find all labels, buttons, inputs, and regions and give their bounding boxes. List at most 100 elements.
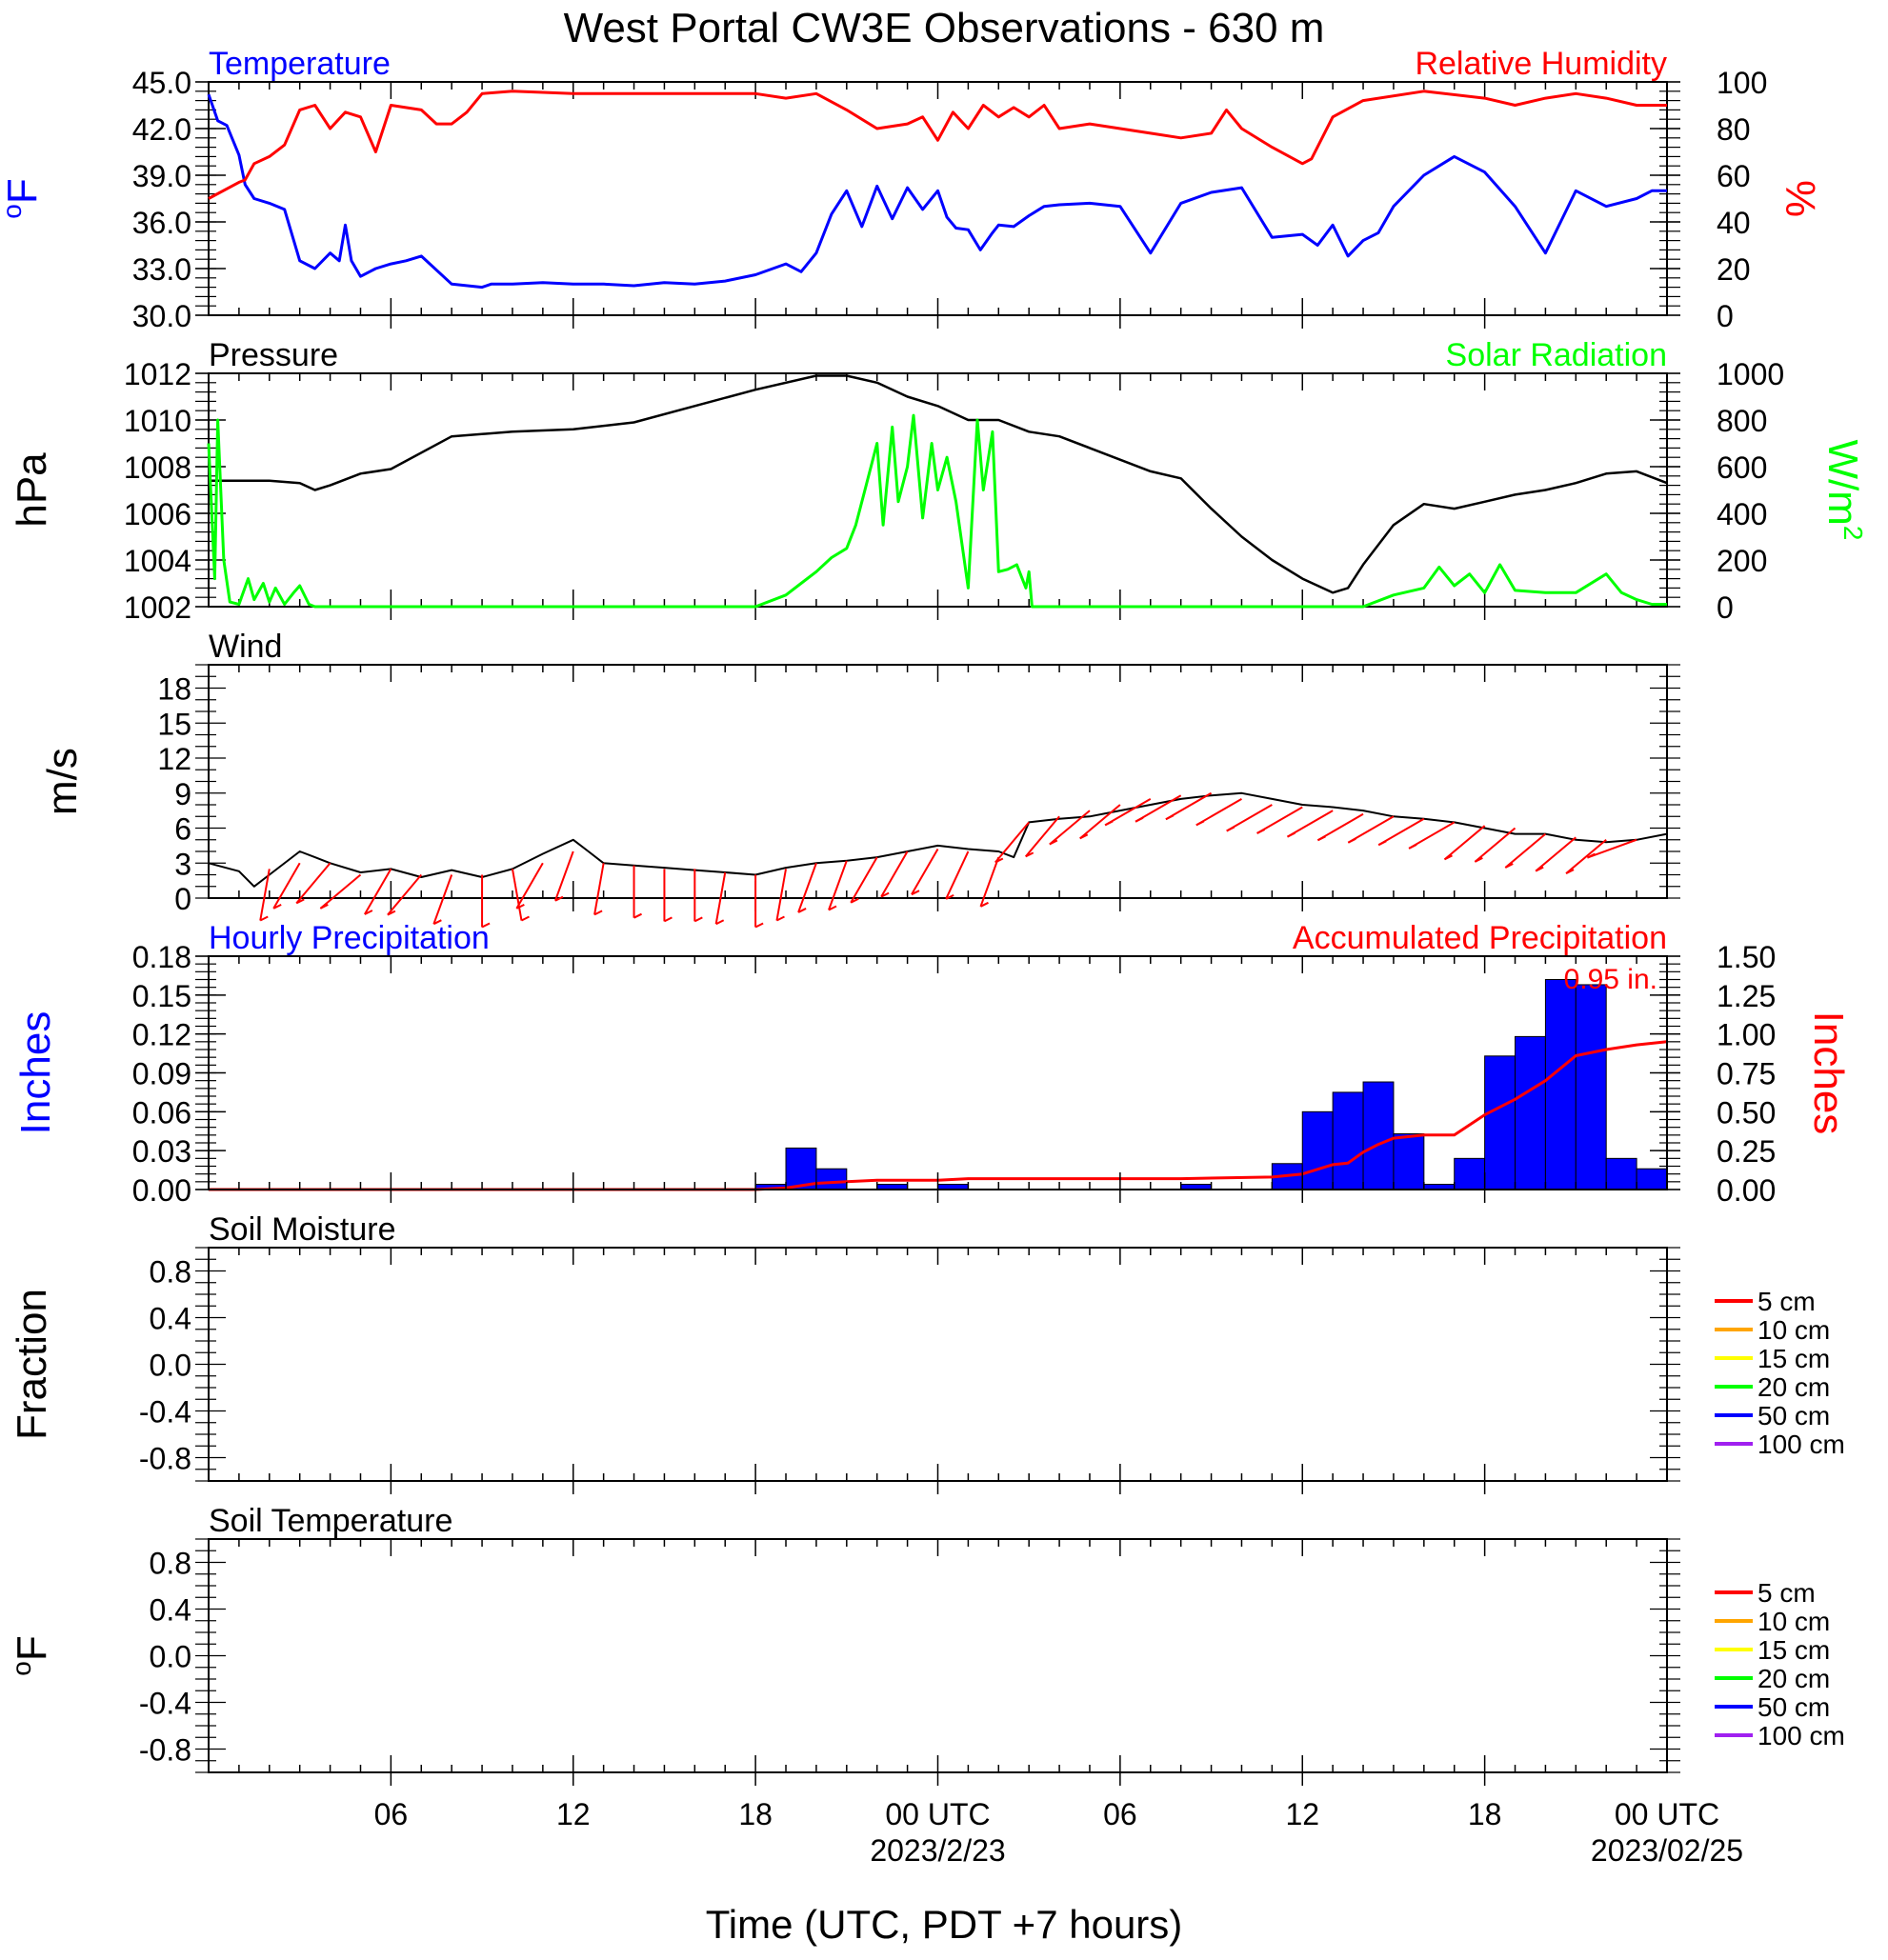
y-tick-label: 30.0 xyxy=(132,299,191,333)
legend-label: 10 cm xyxy=(1757,1607,1830,1636)
wind-barb xyxy=(979,856,1000,908)
humidity-line xyxy=(208,90,1667,200)
y2-tick-label: 0.50 xyxy=(1717,1095,1776,1130)
y-tick-label: 42.0 xyxy=(132,112,191,147)
y2-tick-label: 400 xyxy=(1717,497,1767,531)
wind-barb xyxy=(553,850,574,902)
wind-barb-flag xyxy=(1079,833,1089,840)
legend-label: 15 cm xyxy=(1757,1635,1830,1665)
accum-precip-total: 0.95 in. xyxy=(1564,964,1657,995)
legend-label: 20 cm xyxy=(1757,1372,1830,1402)
wind-barb xyxy=(1408,821,1456,850)
page-title: West Portal CW3E Observations - 630 m xyxy=(564,5,1325,51)
wind-barb-flag xyxy=(1195,820,1205,827)
wind-barb-flag xyxy=(1565,869,1575,874)
wind-barb-flag xyxy=(481,922,491,929)
y-tick-label: 1002 xyxy=(124,590,191,625)
wind-barb-flag xyxy=(593,910,603,916)
y2-tick-label: 200 xyxy=(1717,544,1767,578)
wind-barb xyxy=(1079,804,1121,840)
y-tick-label: 3 xyxy=(174,847,191,881)
wind-barb xyxy=(1347,815,1395,844)
wind-barb xyxy=(828,860,848,910)
y2-tick-label: 0.75 xyxy=(1717,1057,1776,1091)
y2-tick-label: 1000 xyxy=(1717,357,1784,391)
wind-barb-flag xyxy=(715,919,725,926)
y-tick-label: 0.03 xyxy=(132,1134,191,1169)
y-tick-label: 1010 xyxy=(124,404,191,438)
y-tick-label: 0.00 xyxy=(132,1173,191,1208)
y-tick-label: 1006 xyxy=(124,497,191,531)
wind-barb-flag xyxy=(1256,829,1266,834)
y2-tick-label: 1.50 xyxy=(1717,940,1776,974)
x-tick-label: 12 xyxy=(1285,1797,1319,1831)
y-axis-label-wind: m/s xyxy=(39,748,86,815)
wind-barb-flag xyxy=(319,903,329,910)
wind-barb-flag xyxy=(521,915,530,922)
x-tick-label: 18 xyxy=(1468,1797,1502,1831)
wind-barb-flag xyxy=(776,915,785,922)
wind-barb-flag xyxy=(1504,863,1514,869)
wind-barb-flag xyxy=(1474,856,1483,863)
wind-barb xyxy=(1443,825,1486,861)
hourly-precip-bar xyxy=(1484,1055,1516,1190)
wind-barb-flag xyxy=(1104,820,1114,827)
y-tick-label: 1004 xyxy=(124,544,191,578)
wind-barb-flag xyxy=(432,919,442,926)
wind-barb xyxy=(1226,804,1273,832)
panel-title-humidity: Relative Humidity xyxy=(1415,46,1667,82)
y-axis-label-pressure: hPa xyxy=(9,452,55,528)
wind-barb-flag xyxy=(515,903,525,910)
wind-barb-flag xyxy=(1287,831,1295,838)
wind-barb-flag xyxy=(1226,826,1235,832)
hourly-precip-bar xyxy=(1575,984,1607,1190)
wind-barb-flag xyxy=(364,910,373,915)
wind-barb xyxy=(1587,838,1637,859)
wind-barb-flag xyxy=(1049,839,1058,846)
wind-barb xyxy=(515,862,544,910)
panel-title-wind: Wind xyxy=(209,629,282,665)
y-tick-label: 0.4 xyxy=(150,1593,191,1628)
y2-tick-label: 0 xyxy=(1717,590,1734,625)
legend-label: 50 cm xyxy=(1757,1401,1830,1430)
wind-barb-flag xyxy=(994,857,1004,864)
wind-barb-flag xyxy=(754,922,764,929)
legend-label: 20 cm xyxy=(1757,1664,1830,1693)
wind-barb xyxy=(387,873,423,916)
wind-barb xyxy=(1165,791,1213,821)
wind-barb xyxy=(1474,827,1516,863)
x-tick-label: 00 UTC xyxy=(1615,1797,1719,1831)
wind-barb-flag xyxy=(1408,843,1417,850)
y-axis-label-hourly-precip: Inches xyxy=(12,1011,59,1135)
y-tick-label: 36.0 xyxy=(132,206,191,240)
y-tick-label: 0.09 xyxy=(132,1057,191,1091)
wind-barb-flag xyxy=(911,890,920,896)
panel-precipitation: 0.00 0.03 0.06 0.09 0.12 0.15 0.18 0.00 0.25 0.50… xyxy=(12,920,1852,1208)
y2-tick-label: 40 xyxy=(1717,206,1751,240)
y-tick-label: 0.18 xyxy=(132,940,191,974)
y-tick-label: 18 xyxy=(157,672,191,707)
panel-title-solar: Solar Radiation xyxy=(1446,337,1667,373)
wind-barb xyxy=(911,849,939,895)
hourly-precip-bar xyxy=(1332,1091,1364,1190)
hourly-precip-bar xyxy=(1544,979,1577,1190)
y2-tick-label: 800 xyxy=(1717,404,1767,438)
wind-barb xyxy=(295,862,331,905)
y2-axis-label-solar: W/m2 xyxy=(1819,440,1868,541)
y2-tick-label: 600 xyxy=(1717,450,1767,485)
y2-tick-label: 100 xyxy=(1717,66,1767,100)
wind-barb-flag xyxy=(828,905,837,911)
wind-barb xyxy=(1535,836,1577,872)
panel-title-accum-precip: Accumulated Precipitation xyxy=(1293,920,1667,956)
x-axis-title: Time (UTC, PDT +7 hours) xyxy=(706,1902,1183,1947)
legend-label: 100 cm xyxy=(1757,1430,1845,1459)
y2-axis-label-humidity: % xyxy=(1778,180,1824,217)
wind-barb xyxy=(797,862,817,913)
pressure-line xyxy=(209,374,1668,594)
legend-label: 5 cm xyxy=(1757,1287,1816,1316)
wind-barb-flag xyxy=(945,893,954,900)
x-tick-label: 12 xyxy=(556,1797,591,1831)
